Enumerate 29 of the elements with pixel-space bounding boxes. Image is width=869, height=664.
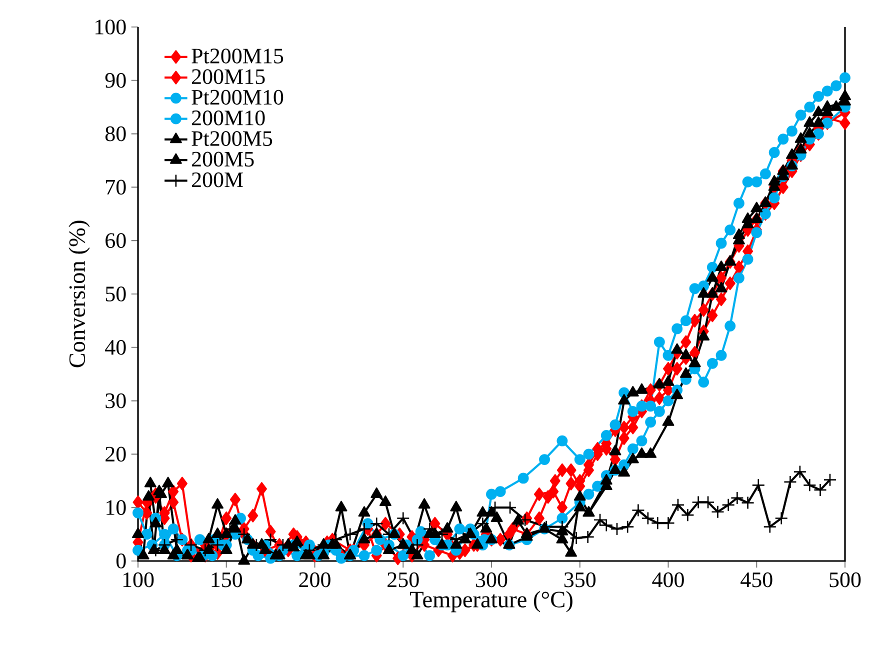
y-tick-label: 40: [105, 340, 126, 355]
x-tick-label: 500: [830, 572, 861, 588]
y-tick-label: 80: [105, 126, 126, 142]
legend-label: Pt200M15: [192, 48, 284, 64]
y-axis-title: Conversion (%): [68, 220, 90, 368]
x-tick-label: 450: [740, 572, 772, 588]
y-tick-label: 0: [116, 554, 126, 568]
x-tick-label: 150: [212, 572, 242, 588]
legend-label: 200M10: [192, 110, 265, 126]
x-axis-title: Temperature (°C): [410, 591, 572, 612]
legend-label: 200M: [192, 172, 243, 188]
y-tick-label: 30: [106, 393, 126, 408]
y-tick-label: 70: [106, 180, 126, 195]
y-tick-label: 20: [106, 446, 126, 462]
x-tick-label: 200: [299, 572, 330, 588]
x-tick-label: 300: [476, 572, 508, 588]
x-tick-label: 350: [564, 572, 596, 588]
y-tick-label: 90: [105, 72, 126, 88]
x-tick-label: 250: [388, 572, 419, 588]
x-tick-label: 100: [123, 572, 154, 588]
legend-label: 200M15: [192, 69, 265, 84]
legend-label: Pt200M5: [192, 131, 272, 146]
y-tick-label: 50: [106, 286, 126, 302]
y-tick-label: 100: [96, 20, 126, 34]
y-tick-label: 60: [106, 233, 126, 248]
y-tick-label: 10: [106, 500, 126, 516]
x-tick-label: 400: [652, 572, 684, 588]
legend-label: 200M5: [192, 152, 254, 167]
legend-label: Pt200M10: [192, 90, 284, 105]
